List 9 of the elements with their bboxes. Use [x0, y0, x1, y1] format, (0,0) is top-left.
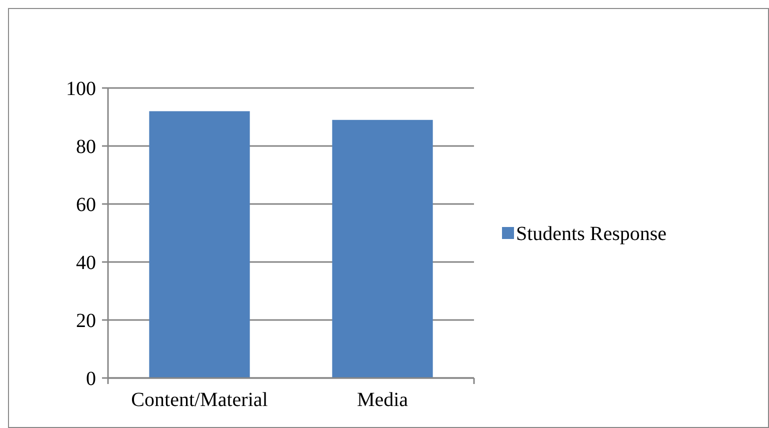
- y-tick-label: 40: [76, 252, 96, 274]
- y-tick-label: 20: [76, 310, 96, 332]
- x-tick-label: Content/Material: [131, 389, 268, 411]
- y-tick-label: 0: [86, 368, 96, 390]
- y-tick-label: 60: [76, 194, 96, 216]
- y-tick-label: 80: [76, 136, 96, 158]
- legend-label: Students Response: [516, 223, 667, 245]
- y-tick-label: 100: [66, 78, 96, 100]
- x-tick-label: Media: [356, 389, 408, 411]
